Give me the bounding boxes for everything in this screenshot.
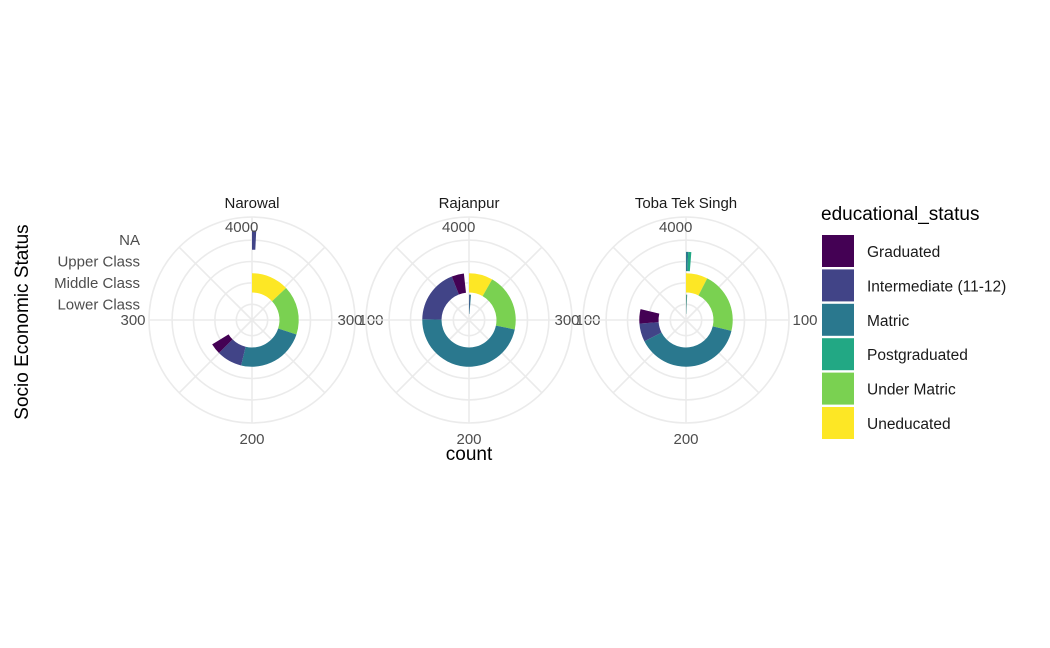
grid-spoke — [395, 246, 470, 321]
bar-segment-middle-class-under-matric — [482, 279, 516, 330]
bar-segment-middle-class-uneducated — [686, 273, 708, 296]
grid-spoke — [251, 246, 326, 321]
theta-tick-label: 400 — [659, 219, 684, 236]
bar-segment-middle-class-under-matric — [272, 288, 299, 335]
theta-tick-label: 0 — [467, 219, 475, 236]
y-axis: Lower Class Middle Class Upper Class NA — [54, 232, 140, 313]
x-axis-title: count — [446, 444, 493, 465]
theta-ticks: 0 100 200 300 400 — [554, 219, 817, 448]
grid-spoke — [685, 246, 760, 321]
bar-segment-middle-class-graduated — [639, 309, 660, 324]
bar-segment-na-intermediate-11-12 — [252, 230, 257, 250]
bar-segment-middle-class-matric — [241, 328, 297, 367]
legend-key-matric — [822, 303, 854, 336]
legend-key-postgraduated — [822, 338, 854, 371]
grid-spoke — [468, 246, 543, 321]
y-tick-label: NA — [119, 232, 140, 249]
bar-segment-lower-class-matric — [686, 294, 688, 314]
theta-tick-label: 400 — [442, 219, 467, 236]
facet-title: Toba Tek Singh — [635, 195, 737, 212]
grid-spoke — [685, 319, 760, 394]
facet-title: Rajanpur — [439, 195, 500, 212]
legend-label: Intermediate (11-12) — [867, 278, 1006, 295]
legend-key-under-matric — [822, 372, 854, 405]
legend-label: Matric — [867, 313, 909, 330]
y-tick-label: Middle Class — [54, 275, 140, 292]
grid — [582, 216, 790, 424]
legend-key-intermediate-11-12 — [822, 269, 854, 302]
bar-segment-lower-class-matric — [469, 294, 471, 314]
bar-segment-middle-class-under-matric — [698, 278, 733, 331]
y-tick-label: Upper Class — [57, 254, 140, 271]
facets-layer: 0 100 200 300 400 Narowal 0 100 200 300 400 Rajanpu… — [120, 195, 817, 448]
bar-segment-middle-class-graduated — [212, 334, 233, 354]
bars — [639, 251, 733, 367]
grid-spoke — [178, 319, 253, 394]
theta-tick-label: 200 — [239, 431, 264, 448]
y-axis-title: Socio Economic Status — [12, 224, 33, 419]
bar-segment-middle-class-uneducated — [469, 273, 493, 297]
bar-segment-upper-class-postgraduated — [687, 251, 692, 272]
legend-key-graduated — [822, 235, 854, 267]
bars — [422, 273, 516, 367]
legend-label: Uneducated — [867, 416, 951, 433]
bars — [212, 230, 299, 367]
bar-segment-middle-class-intermediate-11-12 — [218, 339, 246, 366]
grid-spoke — [612, 246, 687, 321]
theta-tick-label: 100 — [792, 312, 817, 329]
legend-title: educational_status — [821, 204, 979, 225]
theta-tick-label: 300 — [337, 312, 362, 329]
legend-label: Graduated — [867, 244, 940, 261]
theta-tick-label: 300 — [120, 312, 145, 329]
bar-segment-middle-class-intermediate-11-12 — [422, 276, 459, 320]
theta-tick-label: 0 — [684, 219, 692, 236]
bar-segment-middle-class-graduated — [451, 273, 466, 295]
bar-segment-middle-class-matric — [422, 319, 515, 367]
grid-spoke — [395, 319, 470, 394]
theta-tick-label: 200 — [456, 431, 481, 448]
legend-key-uneducated — [822, 407, 854, 439]
grid-spoke — [251, 319, 326, 394]
grid-spoke — [612, 319, 687, 394]
facet-title: Narowal — [224, 195, 279, 212]
theta-tick-label: 200 — [673, 431, 698, 448]
grid — [365, 216, 573, 424]
theta-tick-label: 400 — [225, 219, 250, 236]
legend: educational_status Graduated Intermediate… — [821, 204, 1006, 439]
legend-label: Under Matric — [867, 382, 956, 399]
grid-spoke — [178, 246, 253, 321]
y-tick-label: Lower Class — [57, 296, 140, 313]
facet-toba-tek-singh: 0 100 200 300 400 Toba Tek Singh — [554, 195, 817, 448]
bar-segment-middle-class-uneducated — [252, 273, 287, 302]
theta-tick-label: 300 — [554, 312, 579, 329]
bar-segment-upper-class-matric — [686, 251, 689, 272]
bar-segment-middle-class-intermediate-11-12 — [639, 322, 662, 342]
bar-segment-middle-class-matric — [644, 326, 732, 367]
theta-tick-label: 0 — [250, 219, 258, 236]
grid-spoke — [468, 319, 543, 394]
bar-segment-lower-class-intermediate-11-12 — [469, 294, 470, 314]
grid — [148, 216, 356, 424]
legend-label: Postgraduated — [867, 347, 968, 364]
